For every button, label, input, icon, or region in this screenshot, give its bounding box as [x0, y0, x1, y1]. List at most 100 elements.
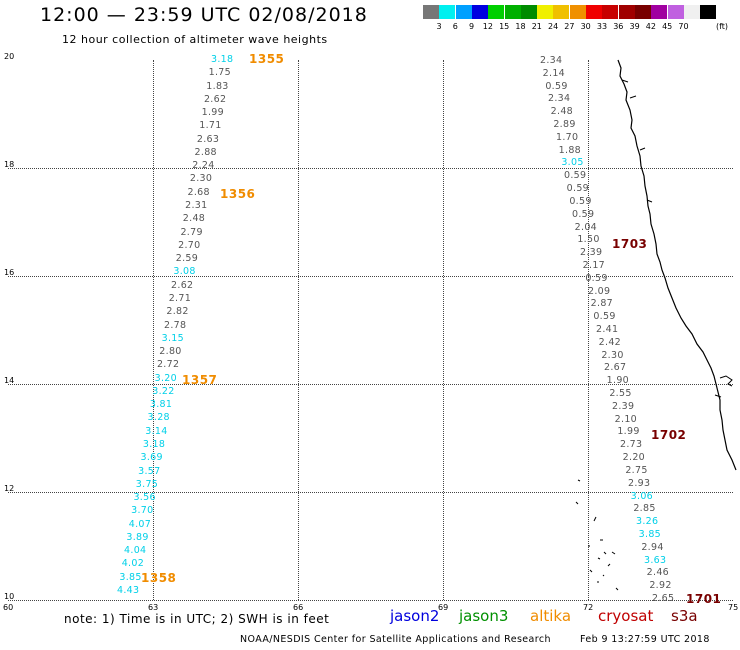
- wave-height-west: 3.57: [138, 465, 161, 477]
- wave-height-east: 2.39: [580, 247, 603, 259]
- satellite-name: jason2: [390, 607, 440, 625]
- x-tick-label: 60: [3, 603, 14, 612]
- wave-height-east: 2.75: [625, 464, 648, 476]
- wave-height-east: 1.50: [577, 234, 600, 246]
- wave-height-east: 2.92: [649, 580, 672, 592]
- legend-label: 36: [613, 22, 624, 31]
- wave-height-east: 0.59: [569, 195, 592, 207]
- wave-height-east: 2.14: [542, 67, 566, 79]
- wave-height-east: 1.99: [617, 426, 640, 438]
- legend-label: 9: [469, 22, 475, 31]
- legend-swatch: [471, 5, 488, 19]
- wave-height-west: 2.78: [164, 319, 187, 331]
- wave-height-west: 3.18: [142, 438, 166, 450]
- x-tick-label: 66: [293, 603, 304, 612]
- credit-line: NOAA/NESDIS Center for Satellite Applica…: [240, 634, 551, 645]
- grid-line-vertical: [443, 60, 444, 600]
- grid-line-horizontal: [8, 384, 733, 385]
- pass-label: 1357: [182, 373, 218, 387]
- wave-height-west: 1.75: [208, 67, 231, 79]
- wave-height-east: 2.93: [628, 477, 651, 489]
- legend-swatch: [537, 5, 554, 19]
- wave-height-west: 4.04: [124, 545, 147, 557]
- x-tick-label: 75: [728, 603, 739, 612]
- wave-height-west: 2.72: [156, 359, 180, 371]
- wave-height-east: 3.26: [636, 516, 659, 528]
- wave-height-west: 2.63: [196, 133, 220, 145]
- wave-height-east: 2.94: [641, 541, 664, 553]
- wave-height-west: 2.31: [185, 200, 208, 212]
- wave-height-east: 2.73: [620, 439, 643, 451]
- legend-swatch: [553, 5, 570, 19]
- y-tick-label: 14: [4, 376, 15, 385]
- wave-height-east: 1.88: [558, 144, 582, 156]
- wave-height-west: 1.83: [206, 80, 229, 92]
- grid-line-horizontal: [8, 492, 733, 493]
- wave-height-west: 1.71: [199, 120, 222, 132]
- grid-line-vertical: [298, 60, 299, 600]
- coastline: [617, 59, 737, 471]
- legend-swatch: [651, 5, 668, 19]
- generated-timestamp: Feb 9 13:27:59 UTC 2018: [580, 634, 710, 645]
- wave-height-east: 2.41: [596, 324, 619, 335]
- wave-height-east: 2.89: [553, 119, 576, 131]
- wave-height-east: 2.34: [540, 55, 563, 66]
- legend-label: 27: [564, 22, 575, 31]
- legend-label: 15: [499, 22, 510, 31]
- wave-height-west: 2.48: [182, 213, 206, 225]
- chart-subtitle: 12 hour collection of altimeter wave hei…: [62, 33, 328, 46]
- legend-label: 30: [580, 22, 591, 31]
- legend-label: 12: [482, 22, 493, 31]
- wave-height-east: 2.87: [590, 298, 614, 310]
- legend-label: 70: [678, 22, 689, 31]
- grid-line-vertical: [153, 60, 154, 600]
- legend-swatch: [423, 5, 439, 19]
- wave-height-east: 0.59: [572, 208, 595, 220]
- y-tick-label: 12: [4, 484, 15, 493]
- pass-label: 1356: [220, 187, 256, 201]
- wave-height-west: 4.43: [117, 585, 140, 596]
- wave-height-east: 2.48: [550, 106, 574, 118]
- wave-height-west: 2.68: [187, 186, 210, 198]
- wave-height-east: 0.59: [545, 80, 568, 92]
- wave-height-west: 3.08: [173, 266, 196, 278]
- legend-label: 18: [515, 22, 526, 31]
- footnote: note: 1) Time is in UTC; 2) SWH is in fe…: [64, 612, 330, 626]
- wave-height-west: 2.62: [171, 279, 194, 291]
- wave-height-west: 3.69: [140, 452, 163, 464]
- grid-line-horizontal: [8, 600, 733, 601]
- wave-height-east: 2.46: [646, 567, 670, 579]
- grid-line-vertical: [588, 60, 589, 600]
- legend-label: 3: [436, 22, 442, 31]
- legend-swatch: [667, 5, 684, 19]
- wave-height-west: 2.30: [189, 173, 213, 185]
- pass-label: 1703: [612, 237, 648, 251]
- wave-height-east: 2.65: [652, 593, 675, 604]
- y-tick-label: 16: [4, 268, 15, 277]
- pass-label: 1701: [686, 592, 722, 606]
- wave-height-east: 3.06: [630, 490, 654, 502]
- wave-height-west: 3.75: [135, 478, 159, 490]
- legend-swatch: [455, 5, 472, 19]
- legend-swatch: [602, 5, 619, 19]
- wave-height-west: 3.89: [126, 531, 149, 543]
- legend-swatch: [569, 5, 586, 19]
- legend-swatch: [618, 5, 635, 19]
- legend-swatch: [586, 5, 602, 19]
- legend-label: 33: [596, 22, 608, 31]
- satellite-name: altika: [530, 607, 572, 625]
- chart-title: 12:00 — 23:59 UTC 02/08/2018: [40, 4, 368, 26]
- wave-height-west: 3.81: [149, 399, 173, 411]
- wave-height-east: 2.34: [548, 93, 571, 105]
- grid-line-horizontal: [8, 168, 733, 169]
- legend-unit: (ft): [716, 22, 729, 31]
- wave-height-east: 1.90: [606, 375, 630, 387]
- legend-label: 39: [629, 22, 640, 31]
- legend-label: 6: [452, 22, 458, 31]
- x-tick-label: 72: [583, 603, 594, 612]
- wave-height-east: 3.85: [638, 528, 662, 540]
- y-tick-label: 10: [4, 592, 15, 601]
- legend-swatch: [683, 5, 700, 19]
- wave-height-east: 2.04: [574, 221, 598, 233]
